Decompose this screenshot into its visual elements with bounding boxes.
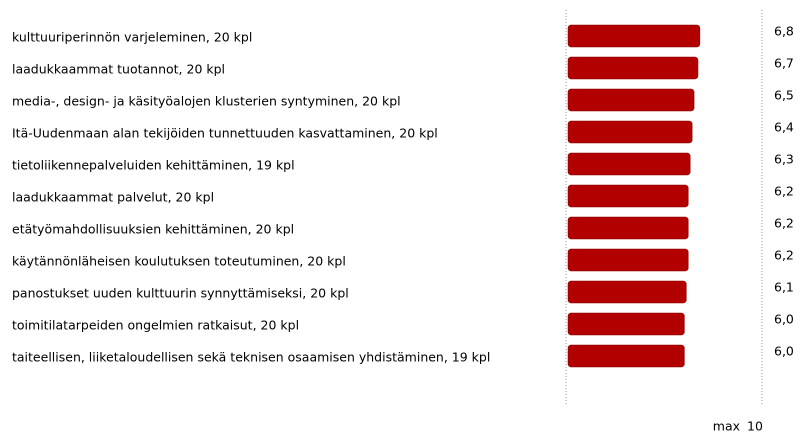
value-label: 6,0 (774, 344, 794, 359)
category-label: laadukkaammat tuotannot, 20 kpl (12, 62, 225, 77)
value-label: 6,5 (774, 88, 794, 103)
value-label: 6,3 (774, 152, 794, 167)
value-label: 6,2 (774, 216, 794, 231)
bar (567, 56, 699, 80)
bar (567, 344, 685, 368)
x-axis-label: max (713, 419, 740, 434)
x-tick-label: 10 (747, 419, 763, 434)
value-label: 6,2 (774, 184, 794, 199)
category-label: taiteellisen, liiketaloudellisen sekä te… (12, 350, 490, 365)
category-label: tietoliikennepalveluiden kehittäminen, 1… (12, 158, 295, 173)
category-label: media-, design- ja käsityöalojen kluster… (12, 94, 401, 109)
category-label: laadukkaammat palvelut, 20 kpl (12, 190, 214, 205)
category-label: kulttuuriperinnön varjeleminen, 20 kpl (12, 30, 252, 45)
bar (567, 24, 701, 48)
value-label: 6,8 (774, 24, 794, 39)
value-label: 6,7 (774, 56, 794, 71)
value-label: 6,4 (774, 120, 794, 135)
category-label: käytännönläheisen koulutuksen toteutumin… (12, 254, 346, 269)
category-label: toimitilatarpeiden ongelmien ratkaisut, … (12, 318, 299, 333)
bar (567, 280, 687, 304)
category-label: etätyömahdollisuuksien kehittäminen, 20 … (12, 222, 294, 237)
bar (567, 152, 691, 176)
bar (567, 88, 695, 112)
category-label: Itä-Uudenmaan alan tekijöiden tunnettuud… (12, 126, 438, 141)
value-label: 6,2 (774, 248, 794, 263)
bar (567, 120, 693, 144)
bar (567, 312, 685, 336)
value-label: 6,0 (774, 312, 794, 327)
category-label: panostukset uuden kulttuurin synnyttämis… (12, 286, 349, 301)
bar (567, 248, 689, 272)
bar (567, 184, 689, 208)
value-label: 6,1 (774, 280, 794, 295)
bar (567, 216, 689, 240)
